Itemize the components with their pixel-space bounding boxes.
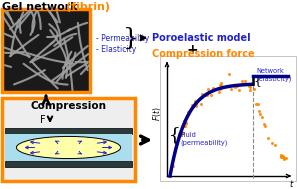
Text: $F(t)$: $F(t)$ (151, 106, 163, 121)
Bar (5, 161, 132, 167)
Text: Gel network: Gel network (2, 2, 81, 12)
Text: F: F (40, 115, 46, 125)
Text: {: { (254, 74, 262, 87)
Ellipse shape (16, 136, 121, 159)
Text: Compression: Compression (30, 101, 106, 111)
Bar (2, 9, 90, 92)
Text: - Permeability: - Permeability (96, 34, 149, 43)
Text: +: + (186, 43, 198, 57)
Bar (5, 128, 132, 134)
Text: - Elasticity: - Elasticity (96, 45, 136, 54)
Bar (2, 98, 135, 181)
Text: (fibrin): (fibrin) (66, 2, 110, 12)
Text: }: } (123, 26, 139, 50)
Text: Network
(elasticity): Network (elasticity) (257, 68, 292, 82)
Text: Compression force: Compression force (152, 49, 254, 59)
Text: Fluid
(permeability): Fluid (permeability) (180, 132, 227, 146)
Text: }: } (164, 125, 176, 143)
Text: Poroelastic model: Poroelastic model (152, 33, 251, 43)
Bar (160, 56, 296, 181)
Text: $t$: $t$ (289, 178, 295, 189)
Bar (5, 134, 132, 161)
